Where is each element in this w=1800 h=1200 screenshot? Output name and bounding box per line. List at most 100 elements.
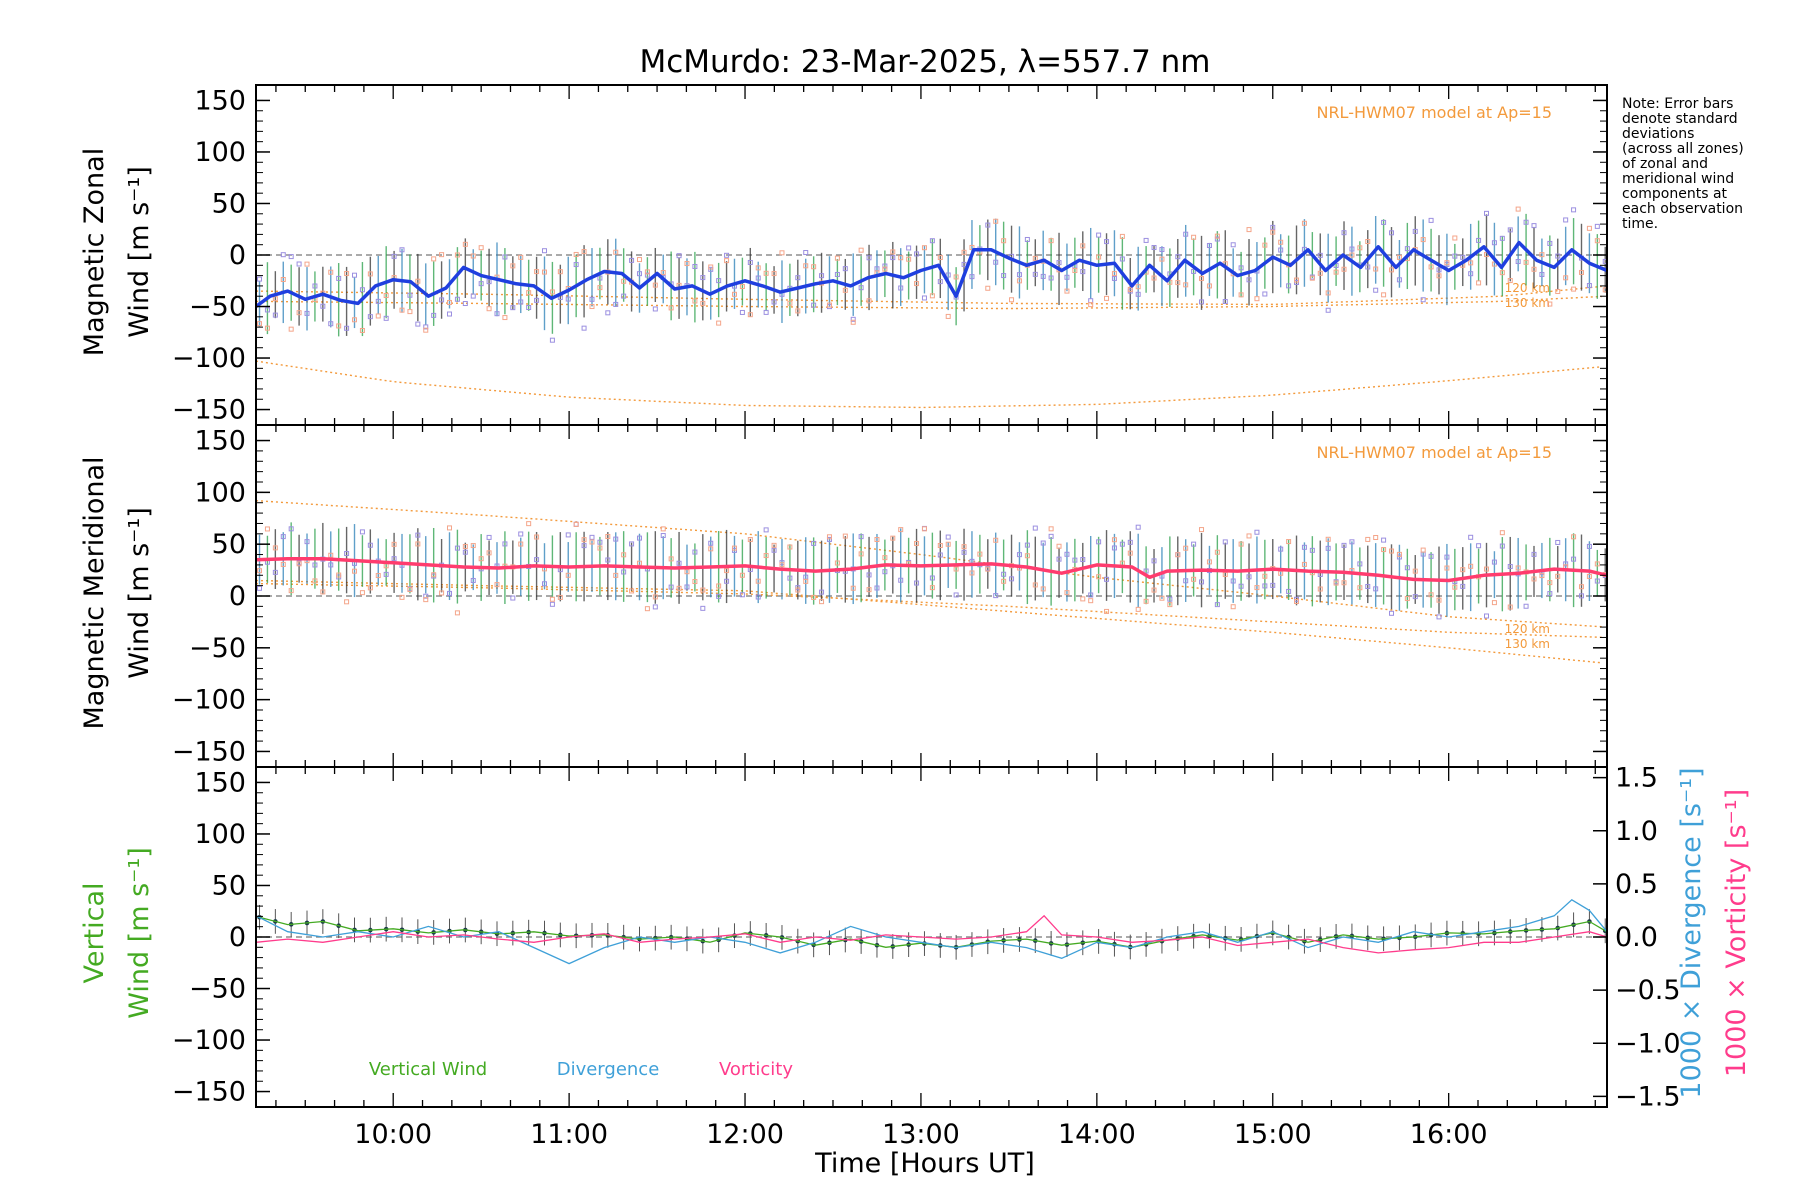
zone-marker bbox=[1484, 613, 1490, 619]
zone-marker bbox=[328, 552, 334, 558]
zone-marker bbox=[993, 593, 999, 599]
zone-marker bbox=[898, 577, 904, 583]
zone-marker bbox=[1119, 233, 1125, 239]
zone-marker bbox=[1301, 220, 1307, 226]
zone-marker bbox=[1420, 237, 1426, 243]
zone-marker bbox=[739, 309, 745, 315]
zone-marker bbox=[447, 311, 453, 317]
zone-marker bbox=[1270, 224, 1276, 230]
zone-marker bbox=[755, 275, 761, 281]
zone-marker bbox=[652, 604, 658, 610]
zone-marker bbox=[1412, 568, 1418, 574]
zone-marker bbox=[985, 222, 991, 228]
zone-marker bbox=[819, 273, 825, 279]
zone-marker bbox=[898, 285, 904, 291]
model-line-0 bbox=[255, 500, 1602, 628]
y-tick-label: 50 bbox=[212, 870, 246, 901]
zone-marker bbox=[541, 581, 547, 587]
zone-marker bbox=[312, 562, 318, 568]
zone-marker bbox=[1594, 578, 1600, 584]
zone-marker bbox=[296, 261, 302, 267]
zone-marker bbox=[1080, 596, 1086, 602]
zone-marker bbox=[1357, 245, 1363, 251]
zone-marker bbox=[1571, 207, 1577, 213]
zonal-ylabel-line1: Magnetic Zonal bbox=[79, 148, 110, 356]
zone-marker bbox=[1436, 273, 1442, 279]
zone-marker bbox=[700, 587, 706, 593]
zone-marker bbox=[929, 238, 935, 244]
zone-marker bbox=[1389, 230, 1395, 236]
zone-marker bbox=[344, 271, 350, 277]
zone-marker bbox=[961, 261, 967, 267]
zone-marker bbox=[914, 281, 920, 287]
zone-marker bbox=[708, 546, 714, 552]
zone-marker bbox=[462, 543, 468, 549]
zone-marker bbox=[660, 526, 666, 532]
zone-marker bbox=[842, 266, 848, 272]
zone-marker bbox=[763, 270, 769, 276]
zone-marker bbox=[993, 218, 999, 224]
zone-marker bbox=[470, 253, 476, 259]
zone-marker bbox=[747, 312, 753, 318]
x-tick-label: 15:00 bbox=[1234, 1119, 1312, 1150]
zone-marker bbox=[1151, 275, 1157, 281]
zone-marker bbox=[945, 541, 951, 547]
zone-marker bbox=[1009, 576, 1015, 582]
zone-marker bbox=[1064, 590, 1070, 596]
zone-marker bbox=[890, 249, 896, 255]
zone-marker bbox=[415, 321, 421, 327]
zone-marker bbox=[1262, 573, 1268, 579]
zone-marker bbox=[597, 285, 603, 291]
zone-marker bbox=[803, 578, 809, 584]
zone-marker bbox=[716, 593, 722, 599]
note-line: Note: Error bars bbox=[1622, 96, 1733, 112]
zone-marker bbox=[431, 256, 437, 262]
note-line: time. bbox=[1622, 216, 1658, 232]
zone-marker bbox=[1294, 599, 1300, 605]
zone-marker bbox=[581, 537, 587, 543]
zone-marker bbox=[874, 536, 880, 542]
zone-marker bbox=[763, 309, 769, 315]
zone-marker bbox=[518, 531, 524, 537]
zone-marker bbox=[447, 299, 453, 305]
zone-marker bbox=[1206, 283, 1212, 289]
zone-marker bbox=[518, 254, 524, 260]
zone-marker bbox=[1396, 554, 1402, 560]
zone-marker bbox=[1191, 541, 1197, 547]
zone-marker bbox=[272, 569, 278, 575]
vertical-ylabel-line1: Vertical bbox=[79, 882, 110, 983]
zone-marker bbox=[336, 275, 342, 281]
zone-marker bbox=[819, 599, 825, 605]
y2-tick-label: 1.5 bbox=[1615, 763, 1658, 794]
zone-marker bbox=[961, 249, 967, 255]
zone-marker bbox=[462, 549, 468, 555]
divergence-line bbox=[255, 898, 1608, 965]
zone-marker bbox=[470, 543, 476, 549]
zone-marker bbox=[644, 606, 650, 612]
zone-marker bbox=[1104, 608, 1110, 614]
zone-marker bbox=[272, 296, 278, 302]
note-line: denote standard bbox=[1622, 111, 1738, 127]
y-tick-label: 150 bbox=[194, 426, 246, 457]
zone-marker bbox=[1088, 302, 1094, 308]
zone-marker bbox=[1507, 278, 1513, 284]
zone-marker bbox=[1373, 287, 1379, 293]
legend-divergence: Divergence bbox=[557, 1059, 660, 1080]
zone-marker bbox=[257, 585, 263, 591]
meridional-ylabel-line2: Wind [m s⁻¹] bbox=[124, 507, 155, 679]
zone-marker bbox=[1515, 206, 1521, 212]
zone-marker bbox=[731, 545, 737, 551]
zone-marker bbox=[1309, 547, 1315, 553]
zone-marker bbox=[700, 300, 706, 306]
y2-tick-label: 0.5 bbox=[1615, 869, 1658, 900]
zone-marker bbox=[1064, 288, 1070, 294]
zone-marker bbox=[328, 562, 334, 568]
zone-marker bbox=[937, 279, 943, 285]
zone-marker bbox=[367, 542, 373, 548]
vertical-ylabel-line2: Wind [m s⁻¹] bbox=[124, 847, 155, 1019]
zone-marker bbox=[1578, 584, 1584, 590]
zone-marker bbox=[676, 585, 682, 591]
zone-marker bbox=[787, 300, 793, 306]
zone-marker bbox=[470, 293, 476, 299]
